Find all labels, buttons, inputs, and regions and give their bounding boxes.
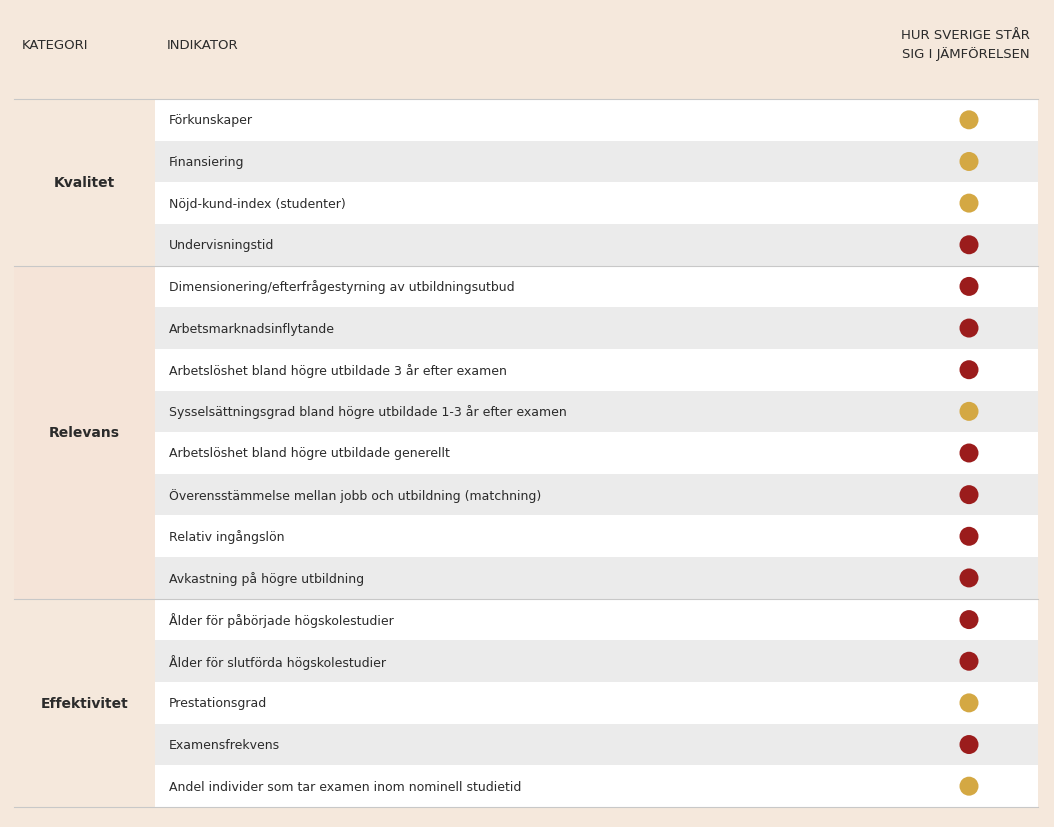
Text: HUR SVERIGE STÅR
SIG I JÄMFÖRELSEN: HUR SVERIGE STÅR SIG I JÄMFÖRELSEN (901, 29, 1030, 60)
Text: Överensstämmelse mellan jobb och utbildning (matchning): Överensstämmelse mellan jobb och utbildn… (169, 488, 542, 502)
FancyBboxPatch shape (900, 474, 1038, 516)
FancyBboxPatch shape (155, 682, 900, 724)
Text: Finansiering: Finansiering (169, 155, 245, 169)
FancyBboxPatch shape (900, 266, 1038, 308)
Text: Sysselsättningsgrad bland högre utbildade 1-3 år efter examen: Sysselsättningsgrad bland högre utbildad… (169, 405, 567, 418)
FancyBboxPatch shape (14, 391, 155, 433)
FancyBboxPatch shape (900, 516, 1038, 557)
FancyBboxPatch shape (155, 141, 900, 183)
FancyBboxPatch shape (155, 225, 900, 266)
Text: Prestationsgrad: Prestationsgrad (169, 696, 268, 710)
FancyBboxPatch shape (14, 766, 155, 807)
Text: Dimensionering/efterfrågestyrning av utbildningsutbud: Dimensionering/efterfrågestyrning av utb… (169, 280, 514, 294)
FancyBboxPatch shape (900, 599, 1038, 641)
FancyBboxPatch shape (900, 100, 1038, 141)
Circle shape (959, 194, 978, 213)
FancyBboxPatch shape (155, 599, 900, 641)
FancyBboxPatch shape (155, 516, 900, 557)
Circle shape (959, 735, 978, 754)
FancyBboxPatch shape (14, 100, 155, 141)
Circle shape (959, 153, 978, 172)
Text: INDIKATOR: INDIKATOR (167, 38, 238, 51)
FancyBboxPatch shape (14, 599, 155, 641)
FancyBboxPatch shape (155, 433, 900, 474)
Circle shape (959, 777, 978, 796)
FancyBboxPatch shape (14, 225, 155, 266)
FancyBboxPatch shape (900, 641, 1038, 682)
FancyBboxPatch shape (155, 391, 900, 433)
FancyBboxPatch shape (14, 516, 155, 557)
FancyBboxPatch shape (155, 183, 900, 225)
FancyBboxPatch shape (14, 308, 155, 350)
FancyBboxPatch shape (155, 641, 900, 682)
Text: Kvalitet: Kvalitet (54, 176, 115, 190)
FancyBboxPatch shape (900, 308, 1038, 350)
FancyBboxPatch shape (900, 183, 1038, 225)
Text: Arbetslöshet bland högre utbildade generellt: Arbetslöshet bland högre utbildade gener… (169, 447, 450, 460)
Text: Arbetslöshet bland högre utbildade 3 år efter examen: Arbetslöshet bland högre utbildade 3 år … (169, 363, 507, 377)
Text: Arbetsmarknadsinflytande: Arbetsmarknadsinflytande (169, 323, 335, 335)
Circle shape (959, 694, 978, 713)
FancyBboxPatch shape (155, 766, 900, 807)
FancyBboxPatch shape (14, 350, 155, 391)
FancyBboxPatch shape (14, 141, 155, 183)
Text: Andel individer som tar examen inom nominell studietid: Andel individer som tar examen inom nomi… (169, 780, 522, 793)
Text: Nöjd-kund-index (studenter): Nöjd-kund-index (studenter) (169, 198, 346, 210)
Text: Relevans: Relevans (48, 426, 120, 440)
FancyBboxPatch shape (14, 641, 155, 682)
Text: Undervisningstid: Undervisningstid (169, 239, 274, 252)
FancyBboxPatch shape (900, 350, 1038, 391)
Text: Ålder för slutförda högskolestudier: Ålder för slutförda högskolestudier (169, 654, 386, 669)
Circle shape (959, 236, 978, 255)
Circle shape (959, 610, 978, 629)
FancyBboxPatch shape (900, 766, 1038, 807)
FancyBboxPatch shape (900, 225, 1038, 266)
Text: Examensfrekvens: Examensfrekvens (169, 739, 280, 751)
FancyBboxPatch shape (900, 682, 1038, 724)
FancyBboxPatch shape (14, 474, 155, 516)
FancyBboxPatch shape (900, 724, 1038, 766)
FancyBboxPatch shape (155, 100, 900, 141)
Circle shape (959, 361, 978, 380)
Circle shape (959, 527, 978, 546)
FancyBboxPatch shape (14, 266, 155, 308)
Circle shape (959, 569, 978, 588)
FancyBboxPatch shape (155, 557, 900, 599)
FancyBboxPatch shape (14, 183, 155, 225)
Circle shape (959, 278, 978, 297)
FancyBboxPatch shape (14, 682, 155, 724)
Text: Ålder för påbörjade högskolestudier: Ålder för påbörjade högskolestudier (169, 612, 394, 628)
Circle shape (959, 403, 978, 421)
FancyBboxPatch shape (14, 557, 155, 599)
Circle shape (959, 652, 978, 671)
FancyBboxPatch shape (900, 141, 1038, 183)
Circle shape (959, 485, 978, 504)
Text: Effektivitet: Effektivitet (41, 696, 129, 710)
Text: Förkunskaper: Förkunskaper (169, 114, 253, 127)
FancyBboxPatch shape (900, 391, 1038, 433)
FancyBboxPatch shape (900, 433, 1038, 474)
FancyBboxPatch shape (155, 350, 900, 391)
FancyBboxPatch shape (155, 474, 900, 516)
Text: Relativ ingångslön: Relativ ingångslön (169, 529, 285, 543)
FancyBboxPatch shape (900, 557, 1038, 599)
FancyBboxPatch shape (14, 433, 155, 474)
Circle shape (959, 444, 978, 463)
Text: KATEGORI: KATEGORI (22, 38, 89, 51)
FancyBboxPatch shape (155, 724, 900, 766)
Text: Avkastning på högre utbildning: Avkastning på högre utbildning (169, 571, 364, 586)
Circle shape (959, 319, 978, 338)
FancyBboxPatch shape (155, 266, 900, 308)
FancyBboxPatch shape (14, 724, 155, 766)
Circle shape (959, 111, 978, 130)
FancyBboxPatch shape (155, 308, 900, 350)
